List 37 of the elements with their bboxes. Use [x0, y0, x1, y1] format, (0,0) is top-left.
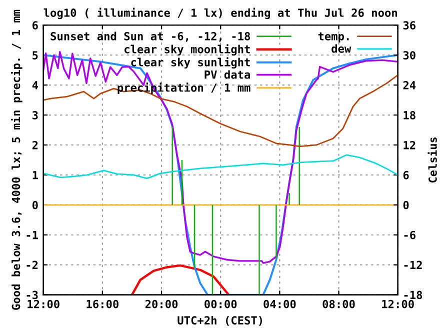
x-tick-label: 00:00 [204, 300, 237, 308]
y2-tick-label: 30 [403, 51, 416, 60]
y-tick-label: 3 [32, 110, 38, 120]
y-tick-label: 4 [32, 81, 38, 90]
x-tick-label: 04:00 [264, 300, 296, 308]
y-axis-title: Good below 3.6, 4000 lx; 5 min precip. / 1 mm [11, 10, 22, 310]
x-tick-label: 12:00 [382, 300, 414, 308]
legend-label: temp. [318, 32, 349, 43]
y2-tick-label: -18 [404, 290, 422, 300]
y2-tick-label: 24 [403, 81, 416, 90]
y-tick-label: -2 [26, 260, 38, 270]
legend-label: dew [332, 44, 352, 53]
x-tick-label: 08:00 [322, 300, 355, 308]
y2-tick-label: 12 [404, 140, 416, 150]
y2-tick-label: -12 [404, 260, 422, 270]
legend-label: clear sky moonlight [124, 44, 250, 56]
x-axis-title: UTC+2h (CEST) [178, 316, 262, 326]
y2-tick-label: -6 [404, 230, 416, 240]
x-tick-label: 20:00 [145, 300, 178, 308]
y-tick-label: -3 [26, 290, 38, 300]
chart-title: log10 ( illuminance / 1 lx) ending at Thu Jul 26 noon [44, 8, 397, 20]
y2-axis-title: Celsius [428, 137, 437, 183]
x-tick-label: 12:00 [28, 300, 60, 308]
y2-tick-label: 36 [403, 21, 416, 30]
y2-tick-label: 0 [403, 200, 409, 210]
y-tick-label: 6 [32, 21, 38, 30]
y-tick-label: 2 [32, 140, 38, 150]
y-tick-label: -1 [26, 230, 38, 240]
legend-label: clear sky sunlight [131, 57, 250, 69]
y2-tick-label: 6 [403, 170, 409, 180]
x-tick-label: 16:00 [86, 300, 118, 308]
legend-label: PV data [204, 70, 250, 79]
y-tick-label: 1 [32, 171, 38, 180]
y-tick-label: 0 [32, 200, 38, 210]
y2-tick-label: 18 [404, 110, 416, 120]
y-tick-label: 5 [32, 51, 38, 60]
legend-label: Sunset and Sun at -6, -12, -18 [50, 32, 250, 42]
